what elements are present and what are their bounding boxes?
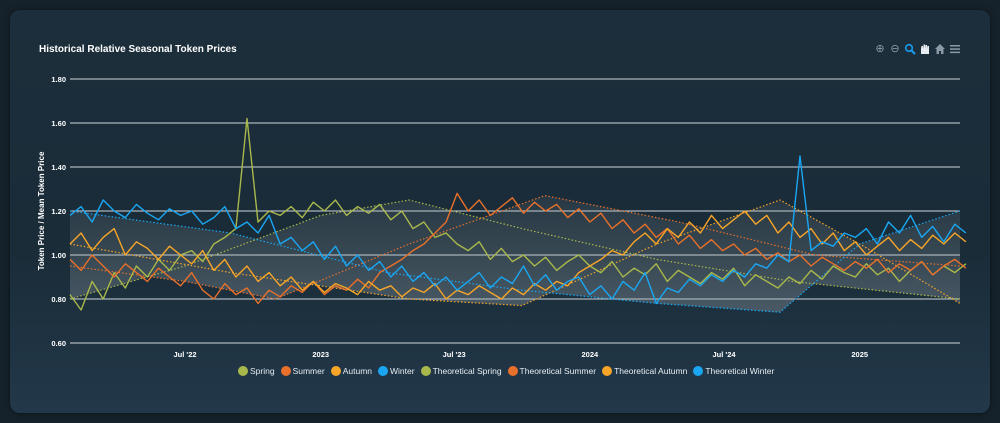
y-tick-label: 1.40 — [51, 163, 66, 172]
zoom-out-icon[interactable]: ⊖ — [890, 43, 900, 55]
legend-marker-icon — [693, 366, 704, 376]
legend-item-autumn[interactable]: Autumn — [330, 366, 372, 376]
legend-label: Winter — [390, 366, 415, 376]
legend-item-theoretical-autumn[interactable]: Theoretical Autumn — [602, 366, 687, 376]
legend-item-winter[interactable]: Winter — [378, 366, 415, 376]
legend-item-theoretical-summer[interactable]: Theoretical Summer — [507, 366, 597, 376]
y-tick-label: 0.80 — [51, 295, 66, 304]
autumn-series-line[interactable] — [69, 210, 967, 300]
y-axis-label: Token Price / Mean Token Price — [37, 151, 46, 270]
legend-marker-icon — [330, 366, 341, 376]
y-tick-label: 1.80 — [51, 75, 66, 84]
pan-hand-icon[interactable] — [919, 43, 931, 55]
menu-icon[interactable] — [949, 43, 961, 55]
home-reset-icon[interactable] — [934, 43, 946, 55]
theoretical-autumn-line[interactable] — [69, 199, 961, 307]
theoretical-spring-line[interactable] — [69, 199, 961, 300]
zoom-in-icon[interactable]: ⊕ — [875, 43, 885, 55]
legend-item-summer[interactable]: Summer — [280, 366, 325, 376]
legend-label: Spring — [250, 366, 275, 376]
chart-toolbar: ⊕ ⊖ — [874, 43, 961, 55]
legend-label: Autumn — [342, 366, 372, 376]
x-tick-label: 2023 — [312, 350, 329, 359]
selection-zoom-icon[interactable] — [904, 43, 916, 55]
x-tick-label: 2024 — [581, 350, 599, 359]
winter-series-line[interactable] — [69, 155, 967, 305]
y-tick-label: 1.20 — [51, 207, 66, 216]
legend-marker-icon — [507, 366, 518, 376]
y-tick-label: 1.60 — [51, 119, 66, 128]
theoretical-range-band — [70, 195, 960, 313]
legend-item-theoretical-winter[interactable]: Theoretical Winter — [693, 366, 774, 376]
legend-label: Theoretical Winter — [705, 366, 775, 376]
theoretical-summer-line[interactable] — [69, 194, 961, 300]
x-tick-label: Jul '24 — [713, 350, 737, 359]
y-tick-label: 1.00 — [51, 251, 66, 260]
legend-item-spring[interactable]: Spring — [238, 366, 275, 376]
theoretical-winter-line[interactable] — [69, 210, 961, 313]
legend-marker-icon — [420, 366, 431, 376]
x-tick-label: Jul '22 — [174, 350, 197, 359]
x-tick-label: 2025 — [851, 350, 868, 359]
legend-label: Theoretical Spring — [432, 366, 502, 376]
chart-legend: Spring Summer Autumn Winter Theoretical Spri… — [238, 366, 774, 376]
legend-marker-icon — [280, 366, 291, 376]
legend-label: Theoretical Summer — [519, 366, 597, 376]
legend-marker-icon — [378, 366, 388, 376]
legend-marker-icon — [238, 366, 248, 376]
legend-label: Summer — [292, 366, 325, 376]
summer-series-line[interactable] — [69, 192, 967, 305]
legend-marker-icon — [602, 366, 613, 376]
y-tick-label: 0.60 — [51, 339, 66, 348]
legend-item-theoretical-spring[interactable]: Theoretical Spring — [420, 366, 502, 376]
chart-title: Historical Relative Seasonal Token Price… — [39, 44, 237, 55]
spring-series-line[interactable] — [69, 117, 967, 311]
legend-label: Theoretical Autumn — [614, 366, 688, 376]
x-tick-label: Jul '23 — [443, 350, 466, 359]
